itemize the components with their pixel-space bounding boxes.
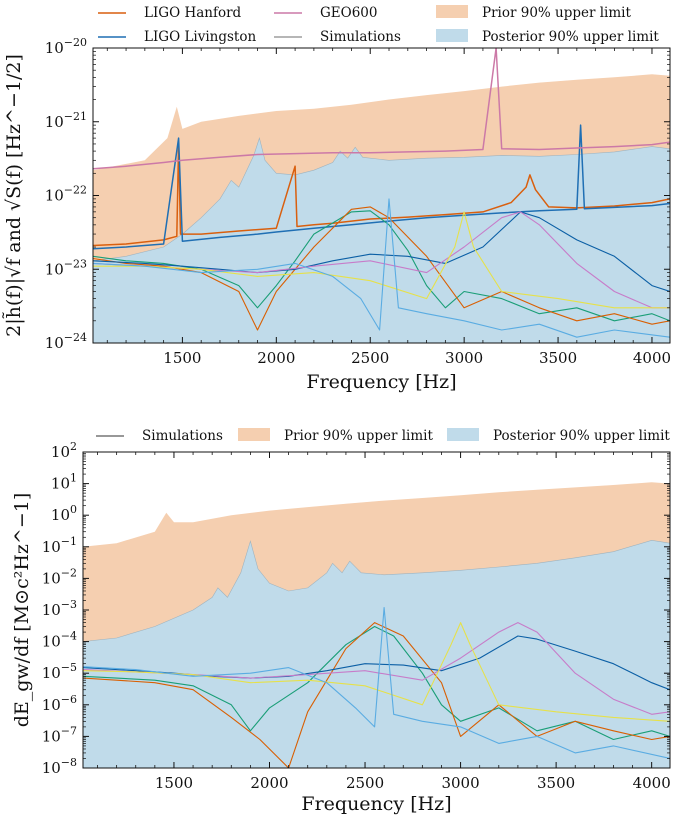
series-ligo-livingston	[93, 124, 670, 250]
simulation-line-3	[93, 210, 670, 322]
y-tick-label: 10−24	[45, 331, 87, 352]
x-tick-label: 3000	[445, 349, 483, 367]
y-tick-label: 10−6	[42, 693, 77, 714]
x-tick-label: 1500	[163, 349, 201, 367]
x-tick-label: 2500	[346, 774, 384, 792]
y-tick-label: 10−1	[42, 535, 77, 556]
simulation-line-5	[83, 606, 670, 760]
series-geo600	[93, 48, 670, 170]
x-tick-label: 3000	[441, 774, 479, 792]
plot-area	[83, 482, 670, 768]
legend-swatch	[436, 29, 468, 42]
simulation-line-1	[83, 622, 670, 768]
legend-swatch	[436, 5, 468, 18]
simulation-line-0	[83, 625, 670, 741]
y-tick-label: 10−5	[42, 661, 77, 682]
x-tick-label: 2000	[250, 774, 288, 792]
legend-label: LIGO Hanford	[144, 5, 242, 21]
simulation-line-6	[93, 211, 670, 309]
y-axis-label: 2|h̃(f)|√f and √S(f) [Hz^−1/2]	[2, 54, 25, 337]
x-tick-label: 2500	[351, 349, 389, 367]
x-tick-label: 4000	[633, 774, 671, 792]
y-tick-label: 10−3	[42, 598, 77, 619]
legend-label: LIGO Livingston	[144, 29, 256, 45]
legend-swatch	[238, 428, 270, 441]
x-tick-label: 1500	[155, 774, 193, 792]
y-tick-label: 10−22	[45, 184, 87, 205]
plot-area	[93, 48, 670, 343]
x-tick-label: 4000	[633, 349, 671, 367]
y-tick-label: 10−20	[45, 36, 87, 57]
simulation-line-7	[93, 211, 670, 309]
y-tick-label: 10−4	[42, 630, 77, 651]
y-tick-label: 101	[51, 472, 77, 493]
posterior-band	[93, 137, 670, 343]
x-tick-label: 3500	[539, 349, 577, 367]
legend-label: GEO600	[320, 5, 377, 21]
simulation-line-5	[93, 211, 670, 293]
legend-label: Simulations	[142, 428, 223, 444]
legend-label: Prior 90% upper limit	[482, 5, 631, 21]
y-tick-label: 10−7	[42, 724, 77, 745]
y-tick-label: 102	[51, 440, 77, 461]
y-tick-label: 10−8	[42, 756, 77, 777]
x-tick-label: 2000	[257, 349, 295, 367]
x-tick-label: 3500	[537, 774, 575, 792]
x-axis-label: Frequency [Hz]	[306, 371, 456, 393]
y-axis-label: dE_gw/df [M⊙c²Hz^−1]	[11, 493, 33, 728]
posterior-band	[83, 539, 670, 768]
lower-panel-energy: 1500 2000 2500 3000 3500 4000 10−8 10−7 10−6 10−5…	[11, 428, 671, 815]
upper-panel-strain: 1500 2000 2500 3000 3500 4000 10−24 10−23 10−22 1…	[2, 5, 671, 393]
y-tick-label: 10−21	[45, 110, 87, 131]
y-tick-label: 10−23	[45, 257, 87, 278]
y-tick-label: 10−2	[42, 566, 77, 587]
legend-label: Prior 90% upper limit	[284, 428, 433, 444]
legend-swatch	[447, 428, 479, 441]
legend-label: Posterior 90% upper limit	[482, 29, 659, 45]
x-axis-label: Frequency [Hz]	[301, 793, 451, 815]
legend-label: Posterior 90% upper limit	[493, 428, 670, 444]
y-tick-label: 100	[51, 503, 77, 524]
legend-label: Simulations	[320, 29, 401, 45]
simulation-line-8	[93, 198, 670, 338]
